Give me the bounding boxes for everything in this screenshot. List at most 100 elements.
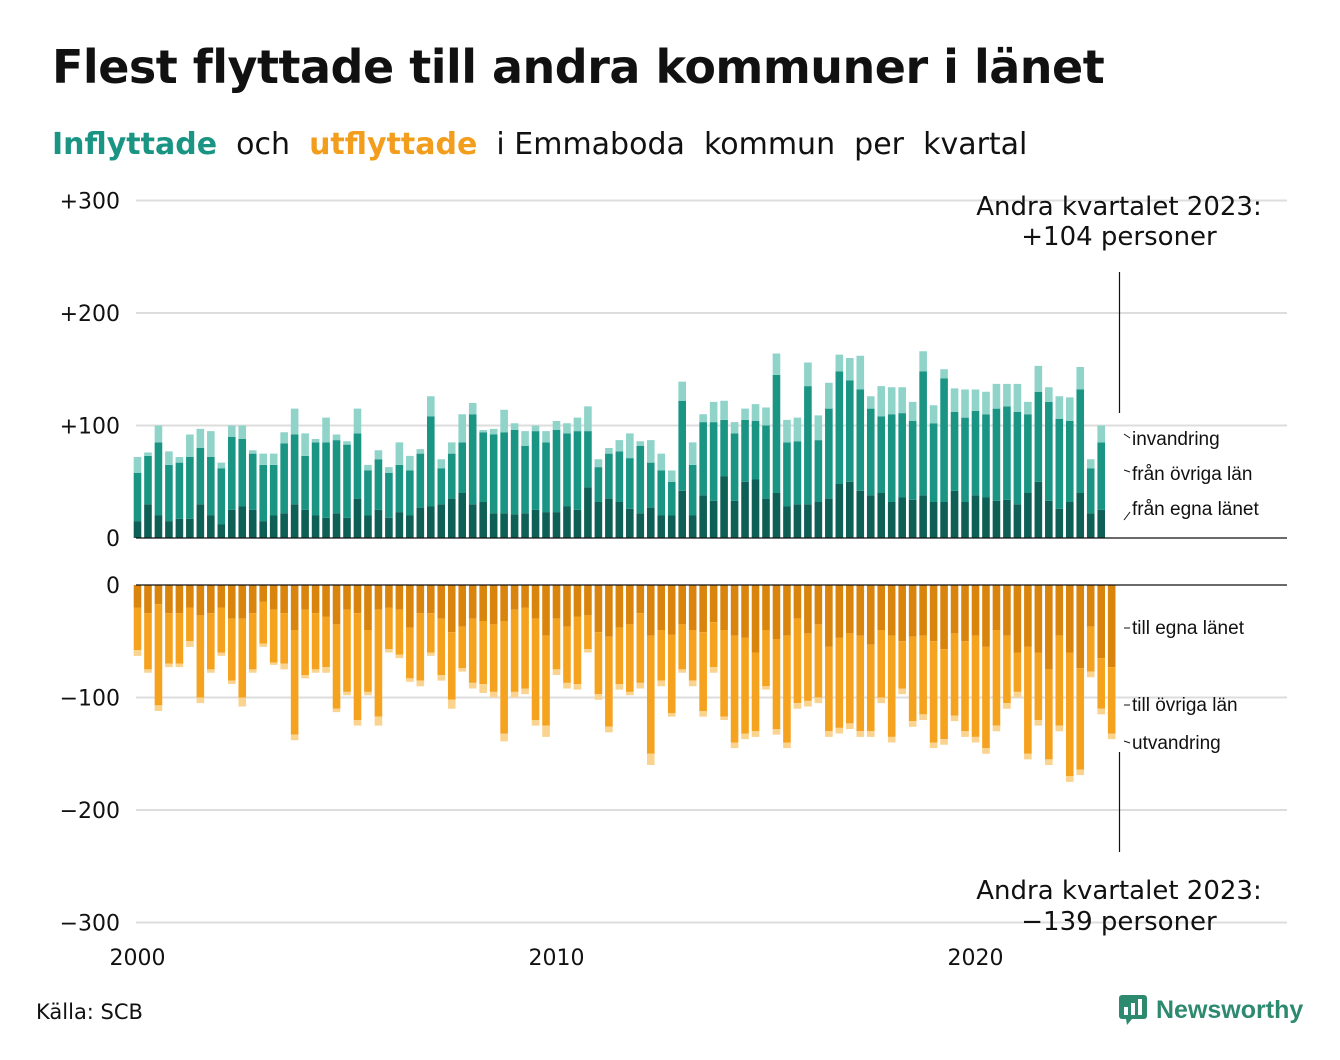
bar-outflow-other-counties: [709, 622, 718, 668]
bar-inflow-other-counties: [269, 464, 278, 516]
bar-inflow-own-county: [427, 506, 435, 538]
bar-inflow-own-county: [615, 502, 624, 538]
bar-inflow-immigration: [657, 453, 666, 471]
subtitle-utflyttade: utflyttade: [309, 127, 478, 162]
bar-outflow-own-county: [720, 585, 728, 630]
bar-inflow-own-county: [1065, 502, 1074, 538]
bar-inflow-own-county: [563, 506, 571, 538]
bar-outflow-own-county: [908, 585, 917, 637]
bar-inflow-own-county: [772, 493, 781, 538]
bar-inflow-own-county: [531, 509, 540, 538]
bar-outflow-other-counties: [1086, 626, 1095, 672]
bar-outflow-own-county: [248, 585, 257, 614]
bar-inflow-immigration: [846, 358, 854, 381]
bar-inflow-own-county: [1086, 513, 1095, 538]
bar-outflow-other-counties: [1013, 652, 1022, 692]
bar-inflow-immigration: [374, 450, 383, 460]
bar-outflow-own-county: [877, 585, 886, 630]
bar-inflow-own-county: [364, 515, 372, 538]
bar-inflow-other-counties: [940, 378, 948, 502]
bar-outflow-emigration: [280, 663, 288, 670]
annotation-bottom-line1: Andra kvartalet 2023:: [976, 876, 1261, 906]
bar-inflow-own-county: [133, 521, 142, 538]
bar-inflow-own-county: [343, 517, 351, 538]
bar-outflow-other-counties: [144, 613, 152, 670]
bar-outflow-own-county: [1065, 585, 1074, 653]
bar-inflow-immigration: [133, 457, 142, 473]
bar-outflow-own-county: [458, 585, 467, 627]
subtitle-rest: i Emmaboda kommun per kvartal: [477, 127, 1028, 162]
bar-outflow-other-counties: [825, 646, 833, 732]
bar-outflow-own-county: [856, 585, 865, 636]
bar-outflow-other-counties: [961, 641, 969, 732]
bar-outflow-own-county: [584, 585, 592, 616]
bar-outflow-emigration: [1065, 776, 1074, 782]
bar-outflow-other-counties: [1097, 658, 1105, 709]
bar-inflow-own-county: [992, 500, 1001, 538]
bar-inflow-other-counties: [374, 459, 383, 510]
bar-inflow-immigration: [207, 431, 215, 457]
bar-outflow-emigration: [636, 682, 645, 689]
bar-outflow-other-counties: [1107, 667, 1116, 734]
bar-inflow-immigration: [594, 459, 603, 468]
bar-inflow-immigration: [227, 425, 236, 437]
bar-outflow-other-counties: [636, 613, 645, 683]
bar-inflow-own-county: [510, 514, 519, 538]
bar-outflow-other-counties: [667, 634, 676, 714]
label-leader: [1123, 433, 1131, 439]
bar-outflow-other-counties: [1076, 668, 1085, 770]
bar-outflow-own-county: [353, 585, 362, 614]
bar-inflow-immigration: [866, 396, 875, 409]
bar-inflow-other-counties: [458, 442, 467, 493]
bar-outflow-emigration: [395, 654, 404, 659]
bar-inflow-other-counties: [856, 389, 865, 491]
label-leader: [1123, 740, 1131, 744]
bar-outflow-emigration: [741, 733, 749, 740]
bar-outflow-own-county: [144, 585, 152, 614]
bar-outflow-other-counties: [186, 607, 194, 642]
bar-outflow-other-counties: [395, 609, 404, 655]
y-tick-label-bottom: −300: [60, 912, 120, 937]
bar-inflow-immigration: [332, 434, 341, 441]
x-tick-label: 2010: [529, 946, 585, 971]
bar-outflow-other-counties: [856, 635, 865, 732]
bar-inflow-other-counties: [971, 410, 980, 496]
bar-inflow-immigration: [699, 414, 707, 423]
bar-inflow-other-counties: [563, 433, 571, 507]
bar-inflow-own-county: [311, 515, 320, 538]
bar-outflow-own-county: [510, 585, 519, 610]
bar-inflow-other-counties: [311, 442, 320, 516]
bar-inflow-own-county: [437, 504, 446, 538]
bar-inflow-immigration: [311, 439, 320, 443]
bar-outflow-other-counties: [950, 633, 959, 716]
bar-inflow-own-county: [626, 508, 634, 538]
bar-outflow-other-counties: [489, 624, 498, 692]
bar-outflow-emigration: [563, 682, 571, 689]
bar-outflow-other-counties: [385, 607, 393, 650]
bar-outflow-other-counties: [992, 630, 1001, 726]
bar-inflow-own-county: [573, 509, 582, 538]
bar-inflow-immigration: [762, 407, 770, 426]
bar-inflow-other-counties: [280, 443, 288, 514]
bar-outflow-own-county: [154, 585, 163, 605]
bar-outflow-emigration: [269, 662, 278, 665]
bar-inflow-immigration: [154, 425, 163, 443]
bar-inflow-immigration: [709, 401, 718, 423]
bar-outflow-own-county: [207, 585, 215, 614]
bar-inflow-immigration: [825, 382, 833, 409]
chart-title: Flest flyttade till andra kommuner i län…: [52, 40, 1105, 94]
bar-outflow-own-county: [615, 585, 624, 628]
bar-inflow-own-county: [751, 479, 760, 538]
bar-inflow-other-counties: [353, 433, 362, 499]
bar-outflow-other-counties: [165, 613, 173, 664]
bar-inflow-immigration: [468, 403, 477, 415]
bar-outflow-other-counties: [552, 618, 561, 670]
bar-inflow-immigration: [1076, 367, 1085, 390]
bar-inflow-own-county: [552, 512, 561, 538]
bar-inflow-immigration: [175, 457, 184, 463]
source-note: Källa: SCB: [36, 1000, 143, 1024]
bar-outflow-own-county: [730, 585, 739, 636]
bar-inflow-immigration: [301, 433, 309, 456]
bar-outflow-emigration: [1097, 708, 1105, 715]
bar-outflow-emigration: [1045, 759, 1053, 765]
